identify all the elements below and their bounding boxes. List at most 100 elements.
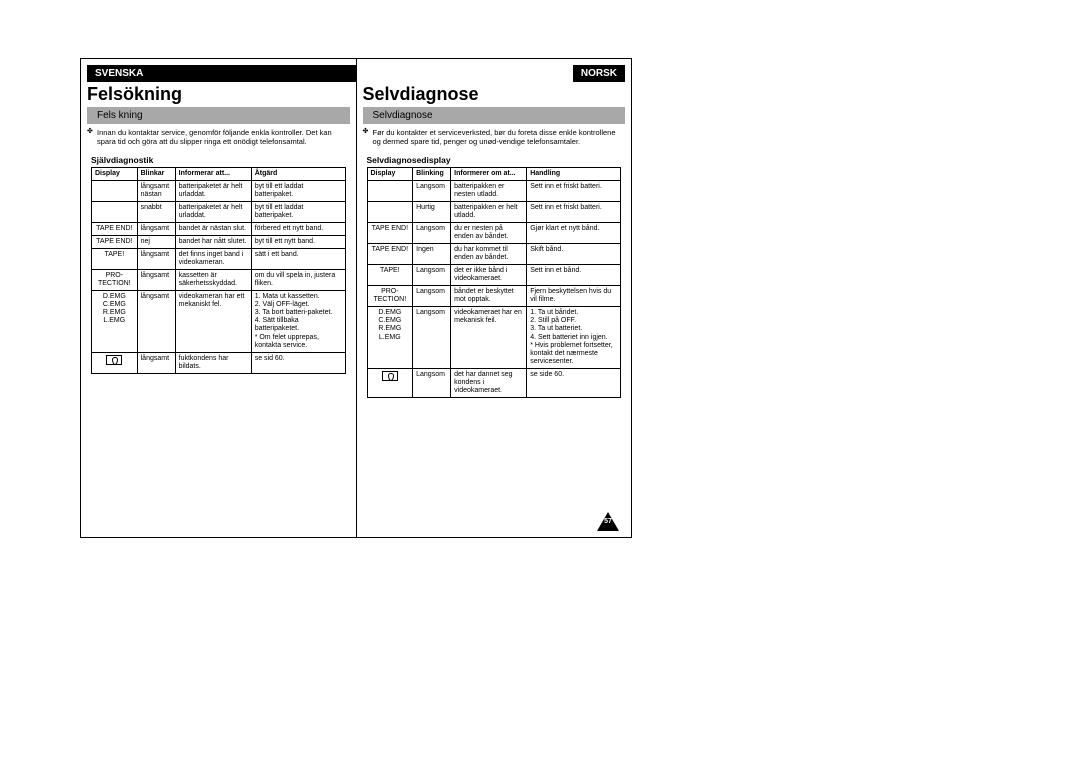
table-cell: TAPE!: [92, 249, 138, 270]
table-cell: det er ikke bånd i videokameraet.: [451, 265, 527, 286]
table-cell: D.EMG C.EMG R.EMG L.EMG: [367, 307, 413, 368]
table-cell: videokameraet har en mekanisk feil.: [451, 307, 527, 368]
table-cell: batteripaketet är helt urladdat.: [175, 201, 251, 222]
table-cell: batteripakken er nesten utladd.: [451, 180, 527, 201]
dew-icon: [382, 371, 398, 381]
table-cell: förbered ett nytt band.: [251, 222, 345, 235]
table-cell: Langsom: [413, 180, 451, 201]
table-cell: Fjern beskyttelsen hvis du vil filme.: [527, 286, 621, 307]
intro-right: Før du kontakter et serviceverksted, bør…: [373, 128, 622, 147]
table-cell: se sid 60.: [251, 352, 345, 373]
table-cell: Sett inn et friskt batteri.: [527, 201, 621, 222]
table-cell: TAPE END!: [367, 244, 413, 265]
table-cell: byt till ett laddat batteripaket.: [251, 201, 345, 222]
table-row: TAPE END!Langsomdu er nesten på enden av…: [367, 222, 621, 243]
table-header-row: DisplayBlinkingInformerer om at...Handli…: [367, 167, 621, 180]
table-cell: snabbt: [137, 201, 175, 222]
table-cell: PRO-TECTION!: [92, 270, 138, 291]
manual-page: SVENSKA Felsökning Fels kning Innan du k…: [80, 58, 632, 538]
table-cell: batteripaketet är helt urladdat.: [175, 180, 251, 201]
intro-left: Innan du kontaktar service, genomför föl…: [97, 128, 346, 147]
table-row: snabbtbatteripaketet är helt urladdat.by…: [92, 201, 346, 222]
table-cell: bandet har nått slutet.: [175, 236, 251, 249]
table-cell: [367, 201, 413, 222]
col-header: Handling: [527, 167, 621, 180]
table-cell: Langsom: [413, 368, 451, 397]
table-cell: långsamt: [137, 291, 175, 352]
table-cell: långsamt: [137, 249, 175, 270]
page-number: 57: [602, 518, 614, 525]
page-number-marker: 57: [597, 512, 619, 531]
section-left: Fels kning: [87, 107, 350, 124]
table-cell: Langsom: [413, 222, 451, 243]
table-cell: det har dannet seg kondens i videokamera…: [451, 368, 527, 397]
col-header: Informerer om at...: [451, 167, 527, 180]
table-row: D.EMG C.EMG R.EMG L.EMGLangsomvideokamer…: [367, 307, 621, 368]
table-cell: långsamt: [137, 352, 175, 373]
right-column: NORSK Selvdiagnose Selvdiagnose Før du k…: [357, 59, 632, 537]
table-cell: om du vill spela in, justera fliken.: [251, 270, 345, 291]
table-row: TAPE!långsamtdet finns inget band i vide…: [92, 249, 346, 270]
table-cell: Sett inn et friskt batteri.: [527, 180, 621, 201]
lang-tab-left: SVENSKA: [87, 65, 356, 82]
table-cell: du er nesten på enden av båndet.: [451, 222, 527, 243]
table-cell: långsamt: [137, 222, 175, 235]
table-cell: [367, 180, 413, 201]
table-header-row: DisplayBlinkarInformerar att...Åtgärd: [92, 167, 346, 180]
table-cell: långsamt: [137, 270, 175, 291]
table-row: Langsombatteripakken er nesten utladd.Se…: [367, 180, 621, 201]
table-cell: båndet er beskyttet mot opptak.: [451, 286, 527, 307]
table-cell: sätt i ett band.: [251, 249, 345, 270]
table-row: långsamtfuktkondens har bildats.se sid 6…: [92, 352, 346, 373]
table-cell: TAPE END!: [92, 236, 138, 249]
dew-icon: [106, 355, 122, 365]
table-cell: det finns inget band i videokameran.: [175, 249, 251, 270]
col-header: Blinkar: [137, 167, 175, 180]
table-cell: Langsom: [413, 265, 451, 286]
table-row: långsamt nästanbatteripaketet är helt ur…: [92, 180, 346, 201]
lang-tab-right: NORSK: [573, 65, 625, 82]
table-row: Hurtigbatteripakken er helt utladd.Sett …: [367, 201, 621, 222]
table-left: DisplayBlinkarInformerar att...Åtgärd lå…: [91, 167, 346, 374]
table-cell: byt till ett nytt band.: [251, 236, 345, 249]
table-cell: Langsom: [413, 286, 451, 307]
table-row: D.EMG C.EMG R.EMG L.EMGlångsamtvideokame…: [92, 291, 346, 352]
table-cell: se side 60.: [527, 368, 621, 397]
table-cell: 1. Mata ut kassetten. 2. Välj OFF-läget.…: [251, 291, 345, 352]
left-column: SVENSKA Felsökning Fels kning Innan du k…: [81, 59, 357, 537]
table-right: DisplayBlinkingInformerer om at...Handli…: [367, 167, 622, 398]
table-cell: nej: [137, 236, 175, 249]
col-header: Display: [367, 167, 413, 180]
table-cell: kassetten är säkerhetsskyddad.: [175, 270, 251, 291]
table-cell: Hurtig: [413, 201, 451, 222]
table-cell: [92, 201, 138, 222]
table-row: TAPE!Langsomdet er ikke bånd i videokame…: [367, 265, 621, 286]
table-cell: D.EMG C.EMG R.EMG L.EMG: [92, 291, 138, 352]
table-cell: [92, 352, 138, 373]
table-cell: bandet är nästan slut.: [175, 222, 251, 235]
table-row: Langsomdet har dannet seg kondens i vide…: [367, 368, 621, 397]
table-cell: byt till ett laddat batteripaket.: [251, 180, 345, 201]
table-cell: videokameran har ett mekaniskt fel.: [175, 291, 251, 352]
table-row: TAPE END!nejbandet har nått slutet.byt t…: [92, 236, 346, 249]
table-row: TAPE END!Ingendu har kommet til enden av…: [367, 244, 621, 265]
table-cell: TAPE!: [367, 265, 413, 286]
table-row: PRO-TECTION!Langsombåndet er beskyttet m…: [367, 286, 621, 307]
col-header: Åtgärd: [251, 167, 345, 180]
title-right: Selvdiagnose: [363, 84, 632, 105]
table-cell: [92, 180, 138, 201]
table-cell: du har kommet til enden av båndet.: [451, 244, 527, 265]
title-left: Felsökning: [87, 84, 356, 105]
table-cell: Ingen: [413, 244, 451, 265]
table-cell: TAPE END!: [367, 222, 413, 243]
table-cell: Sett inn et bånd.: [527, 265, 621, 286]
col-header: Blinking: [413, 167, 451, 180]
table-row: TAPE END!långsamtbandet är nästan slut.f…: [92, 222, 346, 235]
table-cell: fuktkondens har bildats.: [175, 352, 251, 373]
table-cell: Langsom: [413, 307, 451, 368]
table-row: PRO-TECTION!långsamtkassetten är säkerhe…: [92, 270, 346, 291]
col-header: Informerar att...: [175, 167, 251, 180]
table-cell: batteripakken er helt utladd.: [451, 201, 527, 222]
table-cell: Skift bånd.: [527, 244, 621, 265]
table-cell: [367, 368, 413, 397]
